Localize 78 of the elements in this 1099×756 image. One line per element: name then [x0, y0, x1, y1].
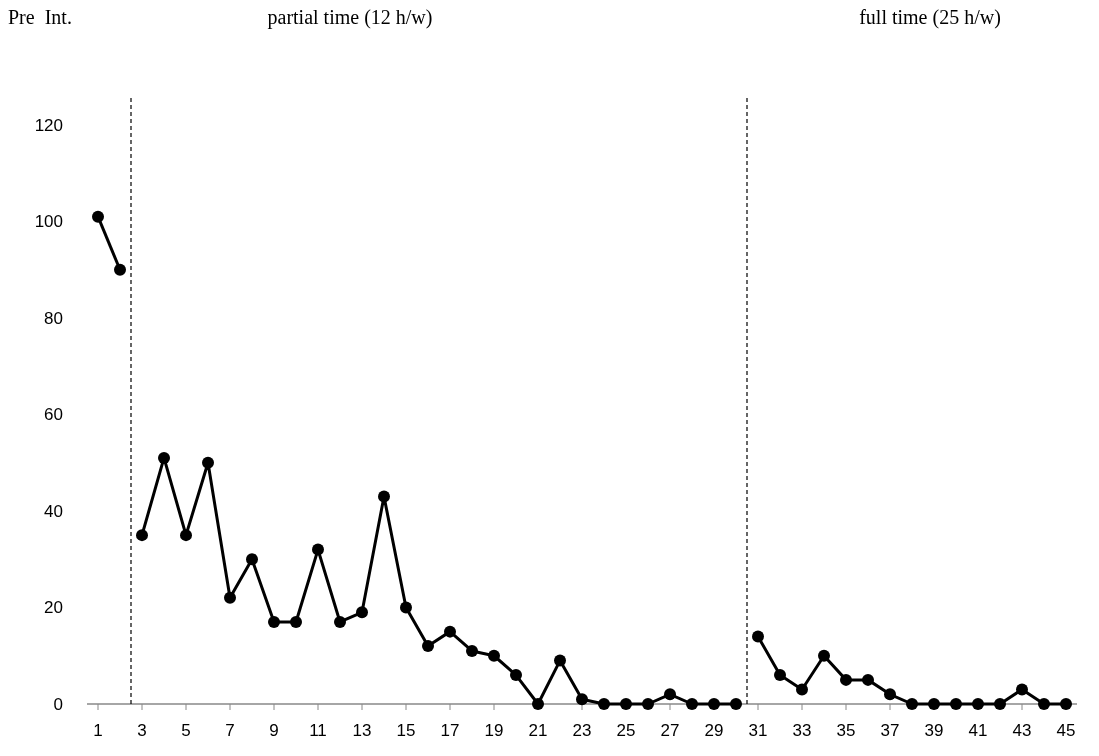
x-tick-label: 45 — [1056, 721, 1076, 740]
point — [114, 263, 126, 276]
point — [378, 490, 390, 503]
point — [158, 451, 170, 464]
x-tick-label: 9 — [269, 721, 279, 740]
point — [576, 693, 588, 706]
x-tick-label: 27 — [660, 721, 680, 740]
point — [950, 698, 962, 710]
y-tick-label: 120 — [34, 115, 63, 135]
x-tick-label: 43 — [1012, 721, 1032, 740]
x-tick-label: 7 — [225, 721, 235, 740]
point — [466, 644, 478, 657]
text: Pre Int. — [8, 6, 72, 28]
y-tick-label: 80 — [44, 308, 63, 328]
point — [92, 210, 104, 223]
x-tick-label: 35 — [836, 721, 856, 740]
point — [510, 669, 522, 682]
x-tick-label: 19 — [484, 721, 504, 740]
x-tick-label: 39 — [924, 721, 944, 740]
x-tick-label: 31 — [748, 721, 768, 740]
x-tick-label: 41 — [968, 721, 988, 740]
x-tick-label: 29 — [704, 721, 724, 740]
point — [664, 688, 676, 701]
y-tick-label: 40 — [44, 501, 63, 521]
point — [1060, 698, 1072, 710]
point — [268, 615, 280, 628]
x-tick-label: 15 — [396, 721, 416, 740]
point — [928, 698, 940, 710]
point — [136, 529, 148, 542]
point — [796, 683, 808, 696]
point — [708, 698, 720, 710]
point — [488, 649, 500, 662]
point — [400, 601, 412, 614]
x-tick-label: 17 — [440, 721, 460, 740]
x-tick-label: 25 — [616, 721, 636, 740]
point — [862, 673, 874, 686]
point — [532, 698, 544, 710]
point — [752, 630, 764, 643]
point — [422, 640, 434, 653]
point — [730, 698, 742, 710]
point — [774, 669, 786, 682]
point — [884, 688, 896, 701]
x-tick-label: 1 — [93, 721, 103, 740]
point — [598, 698, 610, 710]
x-tick-label: 33 — [792, 721, 812, 740]
point — [972, 698, 984, 710]
x-tick-label: 13 — [352, 721, 372, 740]
y-tick-label: 60 — [44, 405, 63, 425]
point — [686, 698, 698, 710]
x-tick-label: 5 — [181, 721, 191, 740]
text: partial time (12 h/w) — [267, 6, 433, 29]
x-tick-label: 3 — [137, 721, 147, 740]
point — [642, 698, 654, 710]
x-tick-label: 11 — [309, 721, 327, 740]
y-tick-label: 20 — [44, 598, 63, 618]
point — [1016, 683, 1028, 696]
x-tick-label: 23 — [572, 721, 592, 740]
point — [180, 529, 192, 542]
point — [334, 615, 346, 628]
y-tick-label: 100 — [34, 212, 63, 232]
point — [906, 698, 918, 710]
text: full time (25 h/w) — [859, 6, 1001, 29]
point — [356, 606, 368, 619]
x-tick-label: 21 — [528, 721, 548, 740]
point — [312, 543, 324, 556]
x-tick-label: 37 — [880, 721, 900, 740]
point — [818, 649, 830, 662]
point — [1038, 698, 1050, 710]
point — [246, 553, 258, 566]
y-tick-label: 0 — [53, 694, 63, 714]
point — [840, 673, 852, 686]
point — [444, 625, 456, 638]
point — [290, 615, 302, 628]
point — [994, 698, 1006, 710]
point — [224, 591, 236, 604]
point — [554, 654, 566, 667]
point — [620, 698, 632, 710]
point — [202, 456, 214, 469]
